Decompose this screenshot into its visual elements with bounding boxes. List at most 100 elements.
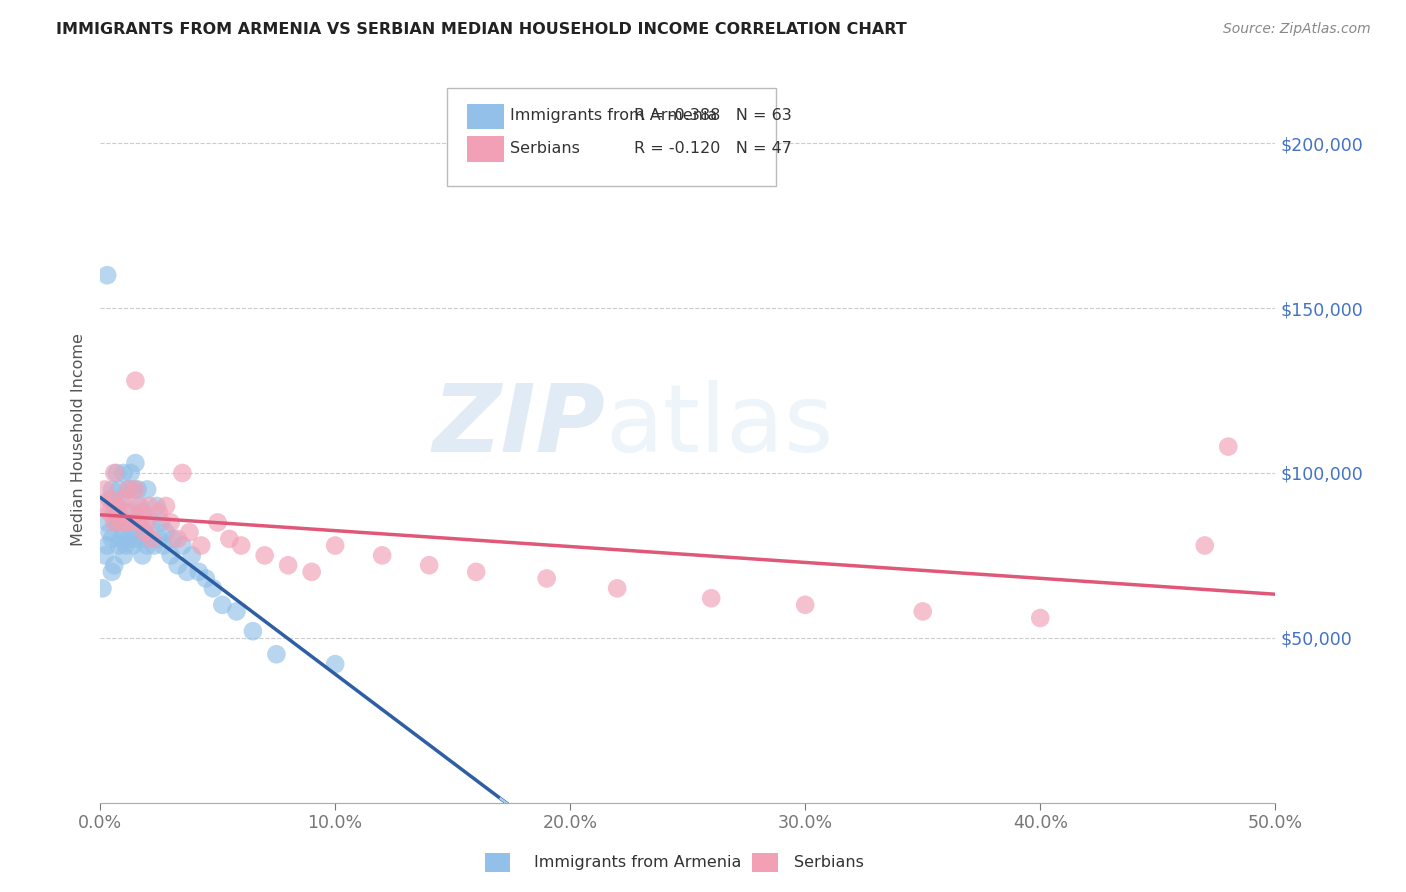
Text: Immigrants from Armenia: Immigrants from Armenia (510, 108, 717, 123)
Point (112, 466, 135, 480)
Point (103, 466, 125, 480)
Point (911, 604, 934, 618)
Point (103, 558, 125, 573)
Point (131, 506, 153, 520)
Point (108, 516, 131, 530)
Point (323, 539, 346, 553)
Point (134, 525, 156, 540)
Text: ZIP: ZIP (433, 379, 606, 472)
Point (194, 571, 217, 585)
Point (606, 582, 628, 596)
Text: R = -0.120   N = 47: R = -0.120 N = 47 (634, 141, 792, 156)
Point (112, 525, 135, 540)
Point (98, 506, 121, 520)
Point (110, 516, 132, 530)
Point (124, 374, 146, 388)
Point (96, 516, 118, 530)
Point (211, 598, 233, 612)
Point (155, 499, 177, 513)
Point (266, 647, 288, 661)
Point (103, 506, 125, 520)
Point (98, 492, 121, 507)
Point (117, 483, 139, 497)
Point (201, 582, 224, 596)
Point (371, 549, 394, 563)
Point (105, 499, 128, 513)
Point (101, 532, 124, 546)
Point (136, 539, 159, 553)
Text: Source: ZipAtlas.com: Source: ZipAtlas.com (1223, 22, 1371, 37)
Point (1194, 539, 1216, 553)
Point (277, 558, 299, 573)
Point (101, 483, 124, 497)
Point (218, 532, 240, 546)
Point (225, 604, 247, 618)
Point (120, 506, 142, 520)
Point (138, 532, 160, 546)
Point (131, 506, 153, 520)
Point (124, 456, 146, 470)
Point (98, 525, 121, 540)
Point (117, 483, 139, 497)
Point (794, 598, 817, 612)
Point (96, 268, 118, 283)
Point (1218, 440, 1240, 454)
Point (101, 492, 124, 507)
Y-axis label: Median Household Income: Median Household Income (72, 334, 86, 547)
Point (465, 565, 488, 579)
Point (323, 657, 346, 672)
Point (141, 532, 163, 546)
Point (105, 499, 128, 513)
Point (129, 499, 152, 513)
Point (141, 516, 163, 530)
Point (136, 483, 159, 497)
Point (148, 532, 170, 546)
FancyBboxPatch shape (467, 103, 505, 129)
Point (242, 624, 264, 639)
Point (418, 558, 440, 573)
Point (127, 516, 149, 530)
Point (94, 483, 117, 497)
Point (110, 492, 132, 507)
Point (91, 582, 114, 596)
Point (231, 539, 253, 553)
Point (115, 539, 138, 553)
Point (127, 499, 149, 513)
Point (108, 483, 131, 497)
Point (143, 539, 166, 553)
Point (108, 539, 131, 553)
Point (112, 549, 135, 563)
Point (187, 565, 209, 579)
Point (105, 516, 128, 530)
Point (148, 506, 170, 520)
Point (152, 539, 174, 553)
Point (115, 516, 138, 530)
Point (136, 516, 159, 530)
Text: Serbians: Serbians (794, 855, 865, 870)
Point (122, 483, 145, 497)
Point (108, 506, 131, 520)
Point (94, 549, 117, 563)
Point (129, 532, 152, 546)
Point (127, 483, 149, 497)
FancyBboxPatch shape (467, 136, 505, 161)
Point (115, 506, 138, 520)
Point (301, 565, 323, 579)
Point (134, 525, 156, 540)
Point (159, 516, 181, 530)
Point (145, 499, 167, 513)
Point (101, 565, 124, 579)
Point (159, 549, 181, 563)
Point (1029, 611, 1052, 625)
Point (96, 499, 118, 513)
Point (138, 499, 160, 513)
Point (124, 483, 146, 497)
Point (190, 539, 212, 553)
Point (176, 565, 198, 579)
Point (166, 532, 188, 546)
Point (172, 539, 194, 553)
Point (129, 516, 152, 530)
Point (162, 532, 184, 546)
Point (536, 571, 558, 585)
Point (117, 532, 139, 546)
